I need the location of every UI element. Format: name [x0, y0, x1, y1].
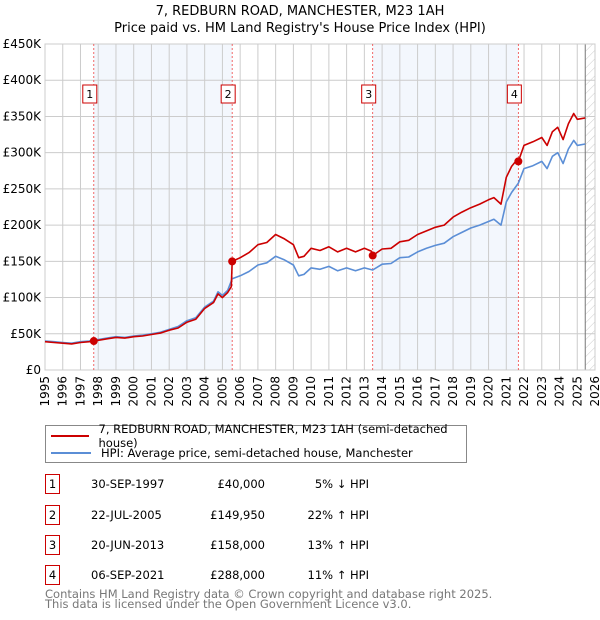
sale-price: £158,000 [210, 538, 265, 552]
legend-item-property: 7, REDBURN ROAD, MANCHESTER, M23 1AH (se… [46, 422, 466, 450]
chart-subtitle: Price paid vs. HM Land Registry's House … [114, 21, 486, 36]
future-hatched-region [585, 44, 595, 370]
x-tick-label: 2011 [322, 376, 336, 407]
sale-date: 20-JUN-2013 [91, 538, 165, 552]
legend-item-hpi: HPI: Average price, semi-detached house,… [46, 445, 413, 461]
plot-border [44, 43, 596, 371]
x-tick-label: 1998 [91, 376, 105, 407]
x-tick-label: 2025 [570, 376, 584, 407]
sale-hpi-diff: 22% ↑ HPI [307, 508, 369, 522]
x-tick-label: 2004 [198, 376, 212, 407]
y-tick-label: £150K [3, 254, 43, 268]
sale-row: 3 20-JUN-2013 £158,000 13% ↑ HPI [45, 535, 465, 555]
x-tick-label: 1997 [73, 376, 87, 407]
sale-number: 2 [45, 505, 60, 525]
y-tick-label: £100K [3, 291, 43, 305]
x-tick-label: 2024 [553, 376, 567, 407]
y-tick-label: £250K [3, 182, 43, 196]
y-tick-label: £350K [3, 109, 43, 123]
x-tick-label: 2010 [304, 376, 318, 407]
sale-number-label: 3 [365, 88, 372, 101]
x-tick-label: 2018 [446, 376, 460, 407]
x-tick-label: 2020 [482, 376, 496, 407]
x-tick-label: 2017 [428, 376, 442, 407]
x-tick-label: 2015 [393, 376, 407, 407]
sale-point [368, 251, 377, 260]
legend-swatch-red [51, 435, 89, 437]
sale-number: 1 [45, 474, 60, 494]
sale-date: 22-JUL-2005 [91, 508, 162, 522]
sale-price: £40,000 [217, 477, 265, 491]
sale-row: 2 22-JUL-2005 £149,950 22% ↑ HPI [45, 505, 465, 525]
sale-hpi-diff: 11% ↑ HPI [307, 568, 369, 582]
sale-point [514, 157, 523, 166]
x-tick-label: 2002 [162, 376, 176, 407]
x-tick-label: 2026 [588, 376, 600, 407]
x-tick-label: 1999 [109, 376, 123, 407]
x-tick-label: 2001 [144, 376, 158, 407]
y-tick-label: £400K [3, 73, 43, 87]
legend-label-property: 7, REDBURN ROAD, MANCHESTER, M23 1AH (se… [98, 422, 448, 450]
x-tick-label: 2019 [464, 376, 478, 407]
x-tick-label: 2005 [215, 376, 229, 407]
x-tick-label: 2008 [269, 376, 283, 407]
sale-price: £288,000 [210, 568, 265, 582]
x-tick-label: 2009 [286, 376, 300, 407]
y-tick-label: £50K [10, 327, 42, 341]
x-tick-label: 2023 [535, 376, 549, 407]
x-tick-label: 2014 [375, 376, 389, 407]
sale-hpi-diff: 13% ↑ HPI [307, 538, 369, 552]
y-tick-label: £0 [26, 363, 41, 377]
sale-row: 1 30-SEP-1997 £40,000 5% ↓ HPI [45, 474, 465, 494]
sale-number-box [361, 84, 377, 104]
sale-hpi-diff: 5% ↓ HPI [314, 477, 369, 491]
chart-title: 7, REDBURN ROAD, MANCHESTER, M23 1AH [155, 4, 445, 19]
x-tick-label: 2021 [499, 376, 513, 407]
shaded-ownership-period [372, 44, 519, 370]
sale-row: 4 06-SEP-2021 £288,000 11% ↑ HPI [45, 565, 465, 585]
sale-number-label: 2 [225, 88, 232, 101]
sale-price: £149,950 [210, 508, 265, 522]
legend-label-hpi: HPI: Average price, semi-detached house,… [101, 446, 413, 460]
sale-number: 4 [45, 565, 60, 585]
x-tick-label: 1995 [38, 376, 52, 407]
sale-number: 3 [45, 535, 60, 555]
x-tick-label: 2016 [411, 376, 425, 407]
x-tick-label: 2013 [357, 376, 371, 407]
sale-point [228, 257, 237, 266]
y-tick-label: £200K [3, 218, 43, 232]
sale-number-label: 1 [86, 88, 93, 101]
x-tick-label: 1996 [56, 376, 70, 407]
legend-swatch-blue [51, 452, 91, 454]
shaded-ownership-period [93, 44, 233, 370]
y-tick-label: £450K [3, 37, 43, 51]
sale-number-box [506, 84, 522, 104]
footer: Contains HM Land Registry data © Crown c… [45, 587, 493, 611]
x-tick-label: 2006 [233, 376, 247, 407]
footer-copyright: Contains HM Land Registry data © Crown c… [45, 587, 493, 601]
sale-number-box [82, 84, 98, 104]
x-tick-label: 2003 [180, 376, 194, 407]
footer-licence: This data is licensed under the Open Gov… [45, 597, 412, 611]
sale-point [89, 337, 98, 346]
legend: 7, REDBURN ROAD, MANCHESTER, M23 1AH (se… [45, 422, 467, 463]
x-tick-label: 2022 [517, 376, 531, 407]
y-tick-label: £300K [3, 146, 43, 160]
x-tick-label: 2007 [251, 376, 265, 407]
x-tick-label: 2000 [127, 376, 141, 407]
sale-date: 06-SEP-2021 [91, 568, 165, 582]
x-tick-label: 2012 [340, 376, 354, 407]
sale-date: 30-SEP-1997 [91, 477, 165, 491]
sale-number-label: 4 [511, 88, 518, 101]
price-chart: £0 £50K £100K £150K £200K £250K £300K £350K £400… [3, 37, 600, 407]
sale-number-box [220, 84, 236, 104]
